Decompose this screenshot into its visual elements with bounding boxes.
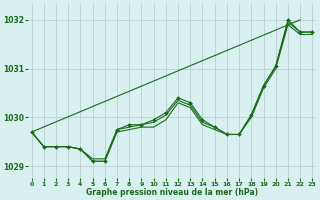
X-axis label: Graphe pression niveau de la mer (hPa): Graphe pression niveau de la mer (hPa): [86, 188, 258, 197]
